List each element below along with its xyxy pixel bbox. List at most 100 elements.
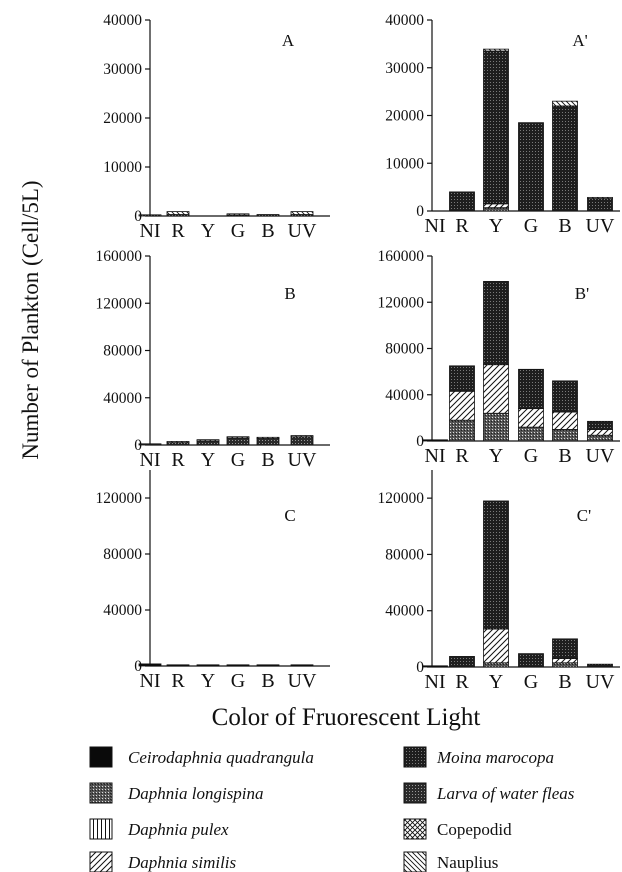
- legend-label: Copepodid: [437, 820, 512, 839]
- y-tick-label: 20000: [385, 108, 424, 125]
- bar-segment: [226, 213, 250, 216]
- category-label: Y: [201, 220, 215, 242]
- bar-segment: [226, 437, 250, 446]
- category-label: G: [231, 449, 245, 471]
- y-tick-label: 40000: [103, 12, 142, 29]
- y-tick-label: 20000: [103, 110, 142, 127]
- legend-swatch: [403, 782, 427, 804]
- bar-segment: [483, 364, 509, 414]
- bar-segment: [166, 664, 190, 667]
- category-label: R: [171, 670, 185, 692]
- y-tick-label: 40000: [385, 387, 424, 404]
- bar-segment: [449, 390, 475, 421]
- legend-swatch: [89, 818, 113, 840]
- bar-segment: [483, 412, 509, 442]
- bar-segment: [226, 436, 250, 439]
- category-label: B: [261, 449, 274, 471]
- bar-segment: [422, 665, 448, 668]
- legend-swatch: [89, 782, 113, 804]
- bar-segment: [256, 438, 280, 446]
- legend-swatch: [403, 851, 427, 872]
- category-label: R: [171, 449, 185, 471]
- bar-segment: [196, 664, 220, 667]
- panel-label: A': [572, 31, 587, 50]
- category-label: R: [455, 445, 469, 467]
- y-tick-label: 160000: [96, 248, 143, 265]
- y-tick-label: 0: [134, 437, 142, 454]
- category-label: Y: [489, 445, 503, 467]
- legend-label: Moina marocopa: [436, 748, 554, 767]
- bar-segment: [290, 436, 314, 446]
- category-label: B: [558, 215, 571, 237]
- category-label: UV: [586, 445, 615, 467]
- legend-swatch: [89, 851, 113, 872]
- panel-label: C: [284, 506, 295, 525]
- bar-segment: [483, 203, 509, 209]
- bar-segment: [552, 638, 578, 659]
- legend-item-nauplius: Nauplius: [403, 851, 498, 872]
- bar-segment: [552, 105, 578, 212]
- bar-segment: [166, 441, 190, 444]
- category-label: UV: [586, 215, 615, 237]
- y-tick-label: 160000: [378, 248, 425, 265]
- panel-label: B': [575, 284, 589, 303]
- category-label: UV: [288, 670, 317, 692]
- bar-segment: [138, 663, 162, 667]
- bar-segment: [587, 420, 613, 430]
- legend-label: Daphnia pulex: [127, 820, 229, 839]
- category-label: B: [261, 220, 274, 242]
- panel-0: 0 10000 20000 30000 40000 NI R Y G B UV A: [103, 12, 330, 242]
- x-axis-label: Color of Fruorescent Light: [212, 704, 481, 731]
- y-tick-label: 40000: [385, 603, 424, 620]
- y-tick-label: 120000: [96, 490, 143, 507]
- legend-swatch: [89, 746, 113, 768]
- panel-label: B: [284, 284, 295, 303]
- bar-segment: [518, 368, 544, 410]
- bar-segment: [552, 662, 578, 668]
- y-tick-label: 0: [416, 203, 424, 220]
- y-tick-label: 30000: [385, 60, 424, 77]
- bar-segment: [422, 439, 448, 442]
- bar-segment: [587, 198, 613, 212]
- y-tick-label: 40000: [103, 602, 142, 619]
- category-label: R: [455, 215, 469, 237]
- legend-item-dlongispina: Daphnia longispina: [89, 782, 264, 804]
- category-label: UV: [586, 671, 615, 693]
- category-label: B: [558, 671, 571, 693]
- legend-swatch: [403, 818, 427, 840]
- bar-segment: [449, 419, 475, 442]
- y-tick-label: 40000: [103, 390, 142, 407]
- y-tick-label: 120000: [96, 295, 143, 312]
- bar-segment: [483, 500, 509, 630]
- bar-segment: [552, 380, 578, 413]
- bar-segment: [518, 653, 544, 668]
- legend-label: Daphnia similis: [127, 853, 237, 872]
- panel-label: A: [282, 31, 295, 50]
- legend-item-larva: Larva of water fleas: [403, 782, 575, 804]
- category-label: NI: [139, 449, 160, 471]
- category-label: NI: [424, 215, 445, 237]
- bar-segment: [166, 211, 190, 215]
- bar-segment: [587, 196, 613, 199]
- category-label: G: [524, 215, 538, 237]
- bar-segment: [256, 214, 280, 217]
- legend-label: Daphnia longispina: [127, 784, 264, 803]
- bar-segment: [483, 50, 509, 205]
- category-label: NI: [424, 671, 445, 693]
- y-tick-label: 80000: [385, 341, 424, 358]
- panel-3: 0 40000 80000 120000 160000 NI R Y G B UV B': [378, 248, 620, 467]
- panel-5: 0 40000 80000 120000 NI R Y G B UV C': [378, 470, 620, 693]
- y-tick-label: 0: [134, 658, 142, 675]
- bar-segment: [587, 663, 613, 668]
- y-tick-label: 80000: [103, 343, 142, 360]
- bar-segment: [226, 664, 250, 667]
- y-tick-label: 30000: [103, 61, 142, 78]
- category-label: R: [455, 671, 469, 693]
- category-label: NI: [139, 670, 160, 692]
- y-tick-label: 120000: [378, 294, 425, 311]
- legend-item-ceriodaphnia: Ceirodaphnia quadrangula: [89, 746, 314, 768]
- y-tick-label: 80000: [385, 546, 424, 563]
- y-tick-label: 0: [416, 433, 424, 450]
